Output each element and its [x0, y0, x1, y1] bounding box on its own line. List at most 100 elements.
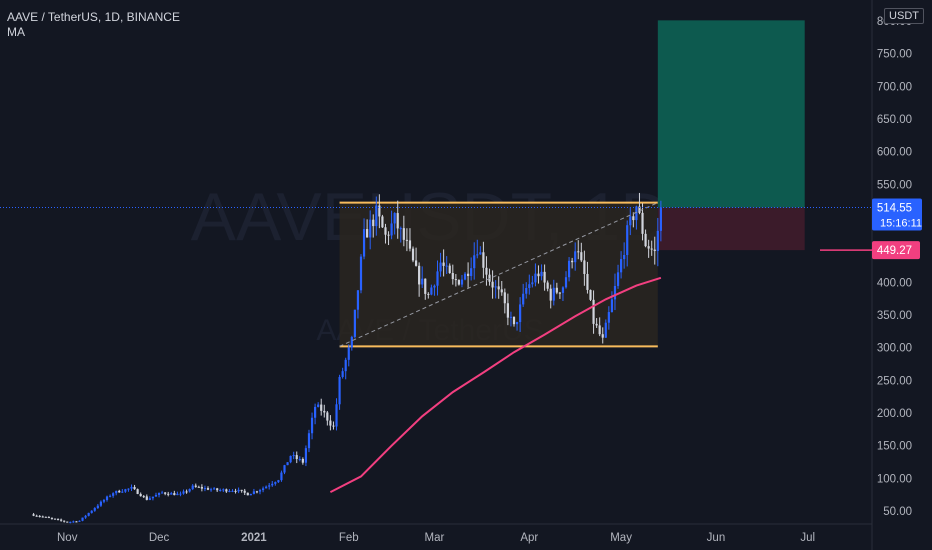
- candle-body: [142, 496, 145, 498]
- candle-body: [561, 287, 565, 293]
- candle-body: [512, 316, 516, 325]
- candle-body: [323, 410, 326, 413]
- candle-body: [430, 287, 433, 295]
- candle-body: [543, 271, 546, 283]
- candle-body: [35, 515, 38, 517]
- candle-body: [225, 489, 228, 492]
- candle-body: [531, 282, 534, 285]
- candle-body: [448, 265, 451, 274]
- candle-body: [347, 347, 350, 360]
- candle-body: [598, 325, 601, 335]
- candle-body: [60, 519, 63, 521]
- candle-body: [503, 292, 506, 304]
- candle-body: [390, 223, 393, 236]
- candle-body: [381, 216, 384, 228]
- time-tick-label: Jul: [800, 532, 815, 544]
- candle-body: [50, 517, 54, 519]
- candle-body: [632, 216, 635, 221]
- candle-body: [139, 493, 142, 497]
- price-tick-label: 700.00: [877, 81, 912, 93]
- candle-body: [457, 280, 461, 285]
- candle-body: [610, 299, 614, 313]
- currency-badge[interactable]: USDT: [884, 8, 924, 24]
- candle-body: [629, 216, 632, 226]
- candle-body: [307, 433, 311, 449]
- candle-body: [252, 491, 255, 494]
- candle-body: [148, 498, 151, 500]
- candle-body: [261, 488, 265, 491]
- candle-body: [525, 287, 528, 294]
- candle-body: [546, 282, 549, 289]
- candle-body: [616, 272, 620, 286]
- symbol-title[interactable]: AAVE / TetherUS, 1D, BINANCE: [7, 10, 180, 24]
- candles: [32, 192, 662, 524]
- candle-body: [200, 486, 203, 489]
- indicator-label[interactable]: MA: [7, 25, 25, 39]
- candle-body: [292, 455, 295, 457]
- candle-body: [411, 248, 415, 261]
- candle-body: [558, 292, 561, 294]
- candle-body: [87, 512, 90, 516]
- candle-body: [362, 229, 366, 257]
- candle-body: [583, 260, 586, 274]
- candle-body: [161, 492, 164, 494]
- candle-body: [638, 206, 641, 213]
- candle-body: [341, 371, 344, 377]
- candle-body: [280, 472, 283, 481]
- candle-body: [133, 486, 136, 490]
- candle-body: [188, 489, 191, 492]
- candle-body: [463, 273, 467, 280]
- price-tick-label: 750.00: [877, 49, 912, 61]
- candle-body: [66, 521, 69, 523]
- candle-body: [173, 493, 176, 496]
- time-tick-label: Feb: [339, 532, 359, 544]
- candle-body: [408, 240, 412, 249]
- candle-body: [399, 228, 402, 230]
- price-tick-label: 100.00: [877, 473, 912, 485]
- candle-body: [439, 262, 442, 272]
- candle-body: [479, 252, 482, 255]
- candle-body: [607, 312, 610, 323]
- candle-body: [366, 229, 369, 238]
- candle-body: [258, 490, 262, 492]
- candle-body: [75, 521, 78, 523]
- candle-body: [84, 515, 87, 518]
- candle-body: [476, 254, 479, 256]
- price-tick-label: 250.00: [877, 375, 912, 387]
- price-tick-label: 350.00: [877, 310, 912, 322]
- price-tick-label: 550.00: [877, 179, 912, 191]
- candle-body: [592, 299, 595, 324]
- candle-body: [577, 251, 580, 253]
- candle-body: [595, 323, 598, 326]
- candle-body: [115, 490, 118, 494]
- candle-body: [335, 404, 338, 427]
- candle-body: [108, 495, 112, 497]
- candle-body: [427, 293, 430, 295]
- candle-body: [613, 285, 617, 300]
- time-tick-label: Apr: [520, 532, 538, 544]
- candle-body: [295, 455, 298, 460]
- candle-body: [519, 304, 522, 323]
- current-price-value: 514.55: [877, 202, 912, 214]
- candle-body: [445, 265, 448, 267]
- candle-body: [421, 278, 424, 285]
- candle-body: [206, 488, 210, 490]
- candle-body: [528, 284, 531, 288]
- candle-body: [47, 517, 50, 519]
- candle-body: [620, 259, 623, 273]
- candle-body: [176, 493, 179, 496]
- candle-body: [571, 260, 574, 263]
- candle-body: [623, 255, 626, 260]
- candle-body: [320, 404, 323, 411]
- candle-body: [69, 521, 72, 523]
- candle-body: [317, 404, 320, 407]
- candle-body: [537, 273, 540, 277]
- stop-price-value: 449.27: [877, 245, 912, 257]
- candle-body: [482, 252, 485, 268]
- candle-body: [601, 334, 604, 338]
- candle-body: [635, 206, 638, 221]
- candle-body: [515, 322, 519, 325]
- candle-body: [329, 420, 332, 426]
- candle-body: [124, 489, 127, 492]
